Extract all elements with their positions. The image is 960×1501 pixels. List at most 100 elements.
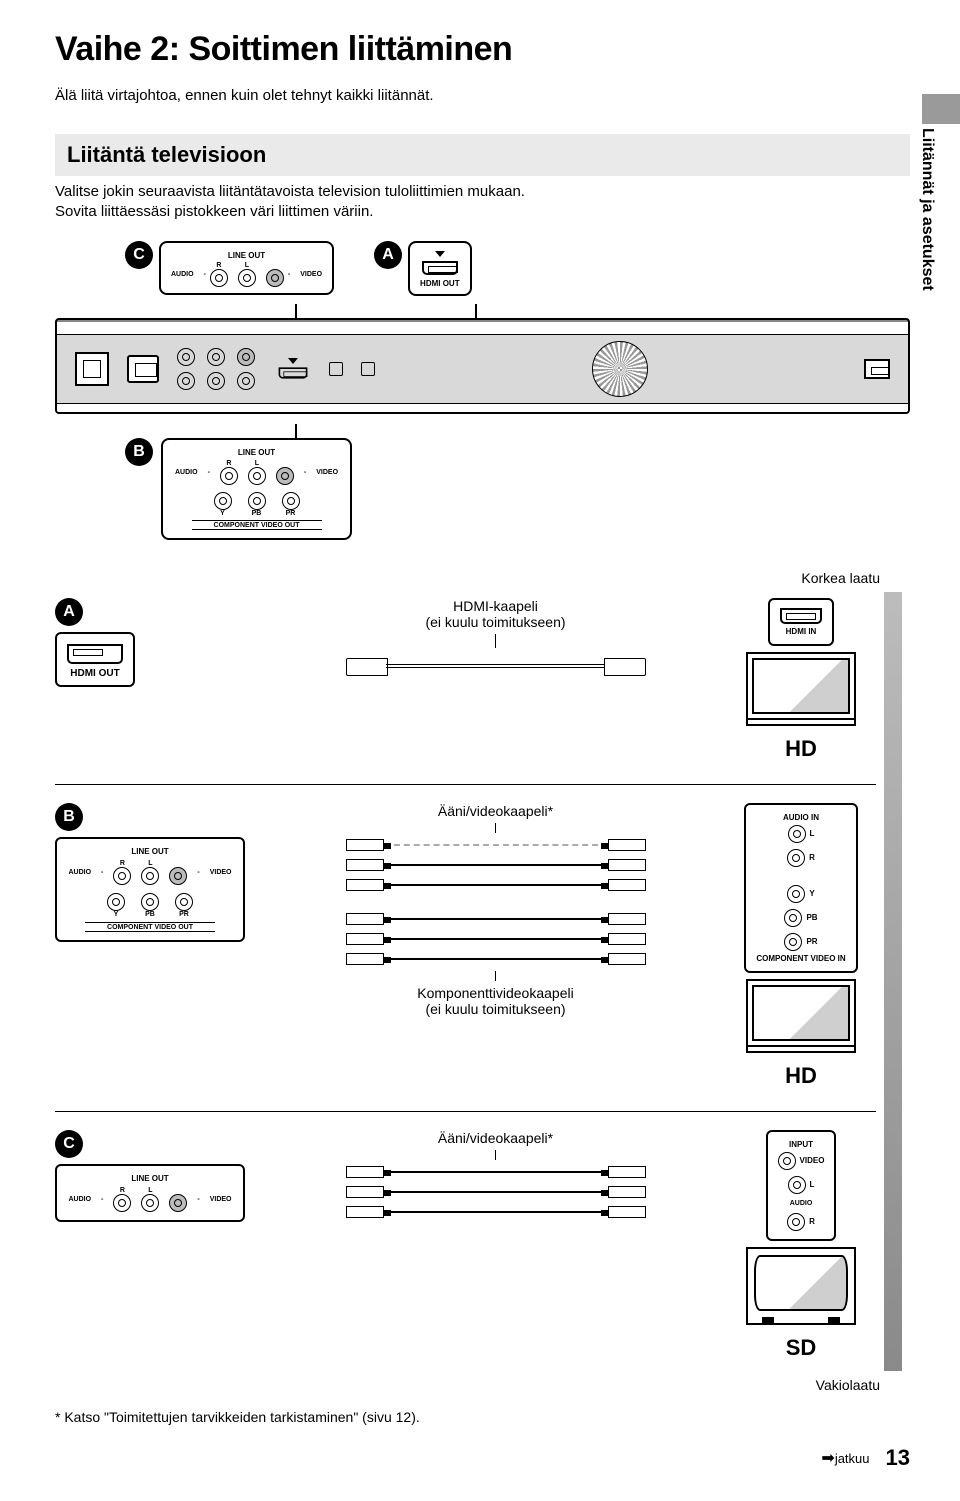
label-line-out: LINE OUT xyxy=(238,448,275,457)
player-rear-diagram xyxy=(55,318,910,414)
hdmi-in-panel: HDMI IN xyxy=(768,598,834,646)
intro-text: Älä liitä virtajohtoa, ennen kuin olet t… xyxy=(55,87,910,104)
line-out-panel: LINE OUT AUDIO- R L -VIDEO xyxy=(55,1164,245,1222)
hdmi-out-panel: HDMI OUT xyxy=(55,632,135,687)
leader-line xyxy=(495,1150,497,1160)
label-r: R xyxy=(809,853,815,862)
label-audio: AUDIO xyxy=(68,1196,91,1203)
section-title: Liitäntä televisioon xyxy=(67,142,898,168)
section-header: Liitäntä televisioon xyxy=(55,134,910,176)
triangle-icon xyxy=(288,358,298,364)
label-component-out: COMPONENT VIDEO OUT xyxy=(85,922,215,932)
page-title: Vaihe 2: Soittimen liittäminen xyxy=(55,30,910,69)
callout-b-panel: LINE OUT AUDIO - R L - VIDEO Y PB PR COM… xyxy=(161,438,352,540)
hdmi-cable-icon xyxy=(346,652,646,680)
triangle-icon xyxy=(435,251,445,257)
rca-video-icon xyxy=(266,269,284,287)
label-video: VIDEO xyxy=(210,869,232,876)
misc-port-icon xyxy=(329,362,343,376)
label-r: R xyxy=(809,1217,815,1226)
not-included-label: (ei kuulu toimitukseen) xyxy=(425,614,565,630)
divider xyxy=(55,1111,876,1112)
label-component-out: COMPONENT VIDEO OUT xyxy=(192,520,322,530)
section-body: Valitse jokin seuraavista liitäntätavois… xyxy=(55,182,910,223)
label-line-out: LINE OUT xyxy=(228,251,265,260)
hdmi-port-icon xyxy=(279,367,308,378)
label-video: VIDEO xyxy=(800,1156,825,1165)
tv-hd-icon xyxy=(746,979,856,1053)
footnote: * Katso "Toimitettujen tarvikkeiden tark… xyxy=(55,1409,910,1425)
hdmi-cable-label: HDMI-kaapeli xyxy=(453,598,538,614)
label-input: INPUT xyxy=(789,1140,813,1149)
av-cable-label: Ääni/videokaapeli* xyxy=(438,1130,553,1146)
badge-b: B xyxy=(125,438,153,466)
label-r: R xyxy=(216,262,221,269)
lan-port-icon xyxy=(127,355,159,383)
label-y: Y xyxy=(809,889,814,898)
label-l: L xyxy=(810,1180,815,1189)
fan-icon xyxy=(592,341,648,397)
badge-a: A xyxy=(374,241,402,269)
label-hdmi-out: HDMI OUT xyxy=(420,279,460,288)
page-number: 13 xyxy=(886,1445,910,1471)
audio-in-panel: AUDIO IN L R Y PB PR COMPONENT VIDEO IN xyxy=(744,803,857,973)
label-l: L xyxy=(810,829,815,838)
quality-gradient-bar xyxy=(884,592,902,1371)
arrow-icon: ➡ xyxy=(821,1450,834,1467)
rca-cable-set xyxy=(346,837,646,967)
label-video: VIDEO xyxy=(300,271,322,278)
divider xyxy=(55,784,876,785)
label-hdmi-out: HDMI OUT xyxy=(70,668,119,679)
label-l: L xyxy=(148,860,152,867)
input-panel: INPUT VIDEO L AUDIO R xyxy=(766,1130,837,1241)
label-audio: AUDIO xyxy=(68,869,91,876)
connection-row-c: C LINE OUT AUDIO- R L -VIDEO xyxy=(55,1124,876,1371)
label-pb: PB xyxy=(806,913,817,922)
label-video: VIDEO xyxy=(210,1196,232,1203)
label-y: Y xyxy=(114,911,119,918)
label-y: Y xyxy=(220,510,225,517)
av-cable-label: Ääni/videokaapeli* xyxy=(438,803,553,819)
label-pr: PR xyxy=(286,510,296,517)
badge-c: C xyxy=(55,1130,83,1158)
label-pb: PB xyxy=(145,911,155,918)
side-tab-block xyxy=(922,94,960,124)
label-component-in: COMPONENT VIDEO IN xyxy=(756,954,845,963)
callouts-top: C LINE OUT AUDIO - R L - VIDEO A xyxy=(125,241,910,296)
footer: ➡jatkuu 13 xyxy=(55,1445,910,1471)
quality-high-label: Korkea laatu xyxy=(55,570,910,586)
rca-l-icon xyxy=(238,269,256,287)
label-r: R xyxy=(120,1187,125,1194)
label-r: R xyxy=(226,460,231,467)
power-port-icon xyxy=(75,352,109,386)
label-audio: AUDIO xyxy=(171,271,194,278)
quality-std-label: Vakiolaatu xyxy=(55,1377,910,1393)
label-pb: PB xyxy=(252,510,262,517)
rca-cable-set xyxy=(346,1164,646,1220)
rca-grid-icon xyxy=(177,348,257,390)
hdmi-port-icon xyxy=(780,608,822,624)
hdmi-port-icon xyxy=(67,644,123,664)
leader-lines-top xyxy=(245,304,910,318)
sd-label: SD xyxy=(786,1335,817,1361)
label-l: L xyxy=(148,1187,152,1194)
label-l: L xyxy=(255,460,259,467)
label-audio: AUDIO xyxy=(175,469,198,476)
label-line-out: LINE OUT xyxy=(131,1174,168,1183)
continue-label: jatkuu xyxy=(835,1451,870,1466)
leader-lines-bottom xyxy=(245,424,910,438)
label-l: L xyxy=(245,262,249,269)
label-pr: PR xyxy=(806,937,817,946)
hd-label: HD xyxy=(785,736,817,762)
label-line-out: LINE OUT xyxy=(131,847,168,856)
tv-hd-icon xyxy=(746,652,856,726)
connection-row-b: B LINE OUT AUDIO- R L -VIDEO Y xyxy=(55,797,876,1099)
hdmi-port-icon xyxy=(422,261,458,275)
label-hdmi-in: HDMI IN xyxy=(786,627,817,636)
label-r: R xyxy=(120,860,125,867)
tv-sd-icon xyxy=(746,1247,856,1325)
label-video: VIDEO xyxy=(316,469,338,476)
callout-c-panel: LINE OUT AUDIO - R L - VIDEO xyxy=(159,241,334,295)
leader-line xyxy=(495,634,497,648)
component-out-panel: LINE OUT AUDIO- R L -VIDEO Y PB xyxy=(55,837,245,942)
